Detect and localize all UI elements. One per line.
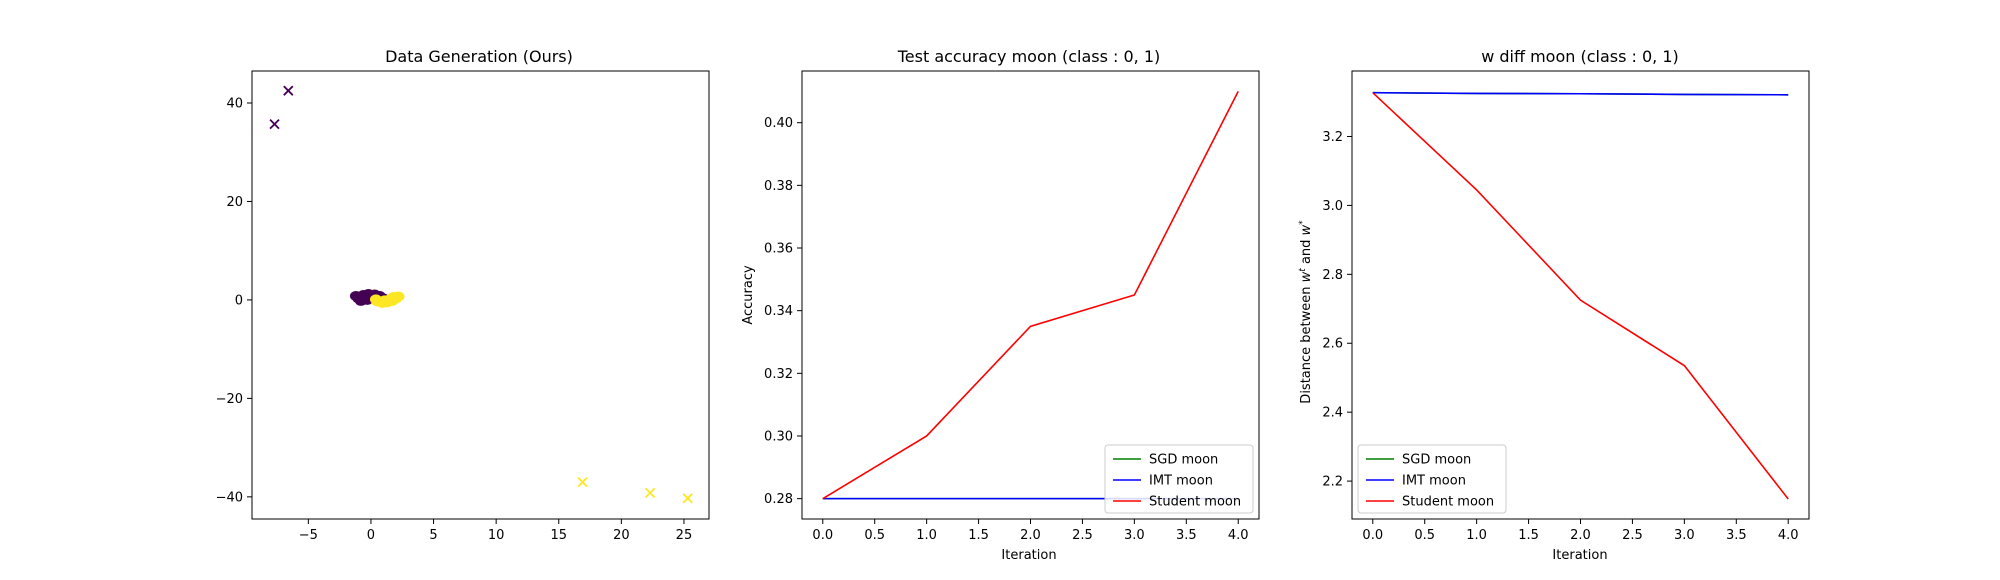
legend-box — [1357, 444, 1507, 514]
legend-label: Student moon — [1402, 495, 1494, 510]
x-tick-label: 4.0 — [1228, 528, 1249, 543]
legend-label: IMT moon — [1149, 474, 1213, 489]
legend-label: SGD moon — [1402, 453, 1471, 468]
y-tick-label: 0 — [235, 293, 243, 308]
wdiff-panel: w diff moon (class : 0, 1) Iteration Dis… — [1298, 47, 1810, 563]
y-tick-label: 3.2 — [1322, 130, 1343, 145]
x-tick-label: 1.0 — [916, 528, 937, 543]
x-tick-label: 0.5 — [1414, 528, 1435, 543]
x-tick-label: 2.5 — [1072, 528, 1093, 543]
series-line-student-moon — [1372, 92, 1789, 500]
wdiff-legend: SGD moon IMT moon Student moon — [1357, 444, 1507, 514]
accuracy-legend: SGD moon IMT moon Student moon — [1104, 444, 1254, 514]
wdiff-xlabel: Iteration — [1552, 548, 1607, 563]
legend-label: SGD moon — [1149, 453, 1218, 468]
y-tick-label: −20 — [216, 392, 243, 407]
x-tick-label: 0.5 — [864, 528, 885, 543]
x-tick-label: −5 — [299, 528, 318, 543]
legend-box — [1104, 444, 1254, 514]
x-marker-point — [577, 476, 588, 488]
legend-label: IMT moon — [1402, 474, 1466, 489]
x-tick-label: 2.0 — [1570, 528, 1591, 543]
x-marker-point — [283, 85, 294, 96]
x-marker-point — [682, 493, 693, 504]
accuracy-title: Test accuracy moon (class : 0, 1) — [897, 47, 1161, 66]
y-tick-label: 0.28 — [764, 492, 793, 507]
x-tick-label: 0.0 — [1362, 528, 1383, 543]
y-tick-label: 0.30 — [764, 429, 793, 444]
series-line-imt-moon — [1372, 91, 1789, 96]
x-tick-label: 10 — [488, 528, 505, 543]
x-tick-label: 3.0 — [1124, 528, 1145, 543]
wdiff-axes-frame — [1351, 70, 1810, 520]
x-tick-label: 1.5 — [968, 528, 989, 543]
x-tick-label: 4.0 — [1778, 528, 1799, 543]
x-tick-label: 1.5 — [1518, 528, 1539, 543]
y-tick-label: 20 — [226, 195, 243, 210]
y-tick-label: 2.2 — [1322, 475, 1343, 490]
x-tick-label: 1.0 — [1466, 528, 1487, 543]
accuracy-panel: Test accuracy moon (class : 0, 1) Iterat… — [741, 47, 1260, 563]
y-tick-label: 0.40 — [764, 116, 793, 131]
accuracy-xlabel: Iteration — [1001, 548, 1056, 563]
scatter-title: Data Generation (Ours) — [385, 47, 573, 66]
x-marker-point — [645, 487, 656, 499]
wdiff-title: w diff moon (class : 0, 1) — [1481, 47, 1679, 66]
x-tick-label: 25 — [676, 528, 693, 543]
scatter-panel: Data Generation (Ours) −5 0 5 10 15 20 25 −40 −2… — [216, 47, 710, 543]
wdiff-ylabel: Distance between wt and w* — [1298, 220, 1314, 404]
x-tick-label: 2.0 — [1020, 528, 1041, 543]
y-tick-label: 2.6 — [1322, 337, 1343, 352]
cluster-point — [349, 290, 362, 301]
scatter-axes-frame — [251, 70, 710, 520]
x-tick-label: 3.0 — [1674, 528, 1695, 543]
y-tick-label: 40 — [226, 97, 243, 112]
x-tick-label: 15 — [550, 528, 567, 543]
cluster-point — [369, 294, 382, 305]
y-tick-label: 2.4 — [1322, 406, 1343, 421]
accuracy-ylabel: Accuracy — [741, 265, 756, 325]
y-tick-label: 2.8 — [1322, 268, 1343, 283]
x-tick-label: 3.5 — [1176, 528, 1197, 543]
series-line-student-moon — [822, 91, 1239, 500]
legend-label: Student moon — [1149, 495, 1241, 510]
x-tick-label: 2.5 — [1622, 528, 1643, 543]
y-tick-label: 0.34 — [764, 304, 793, 319]
y-tick-label: 0.38 — [764, 179, 793, 194]
x-tick-label: 5 — [429, 528, 437, 543]
y-tick-label: 0.32 — [764, 367, 793, 382]
x-tick-label: 20 — [613, 528, 630, 543]
x-tick-label: 0 — [367, 528, 375, 543]
x-marker-point — [269, 119, 280, 130]
y-tick-label: 0.36 — [764, 242, 793, 257]
accuracy-axes-frame — [801, 70, 1260, 520]
y-tick-label: −40 — [216, 490, 243, 505]
y-tick-label: 3.0 — [1322, 199, 1343, 214]
cluster-point — [387, 291, 400, 302]
x-tick-label: 3.5 — [1726, 528, 1747, 543]
x-tick-label: 0.0 — [812, 528, 833, 543]
